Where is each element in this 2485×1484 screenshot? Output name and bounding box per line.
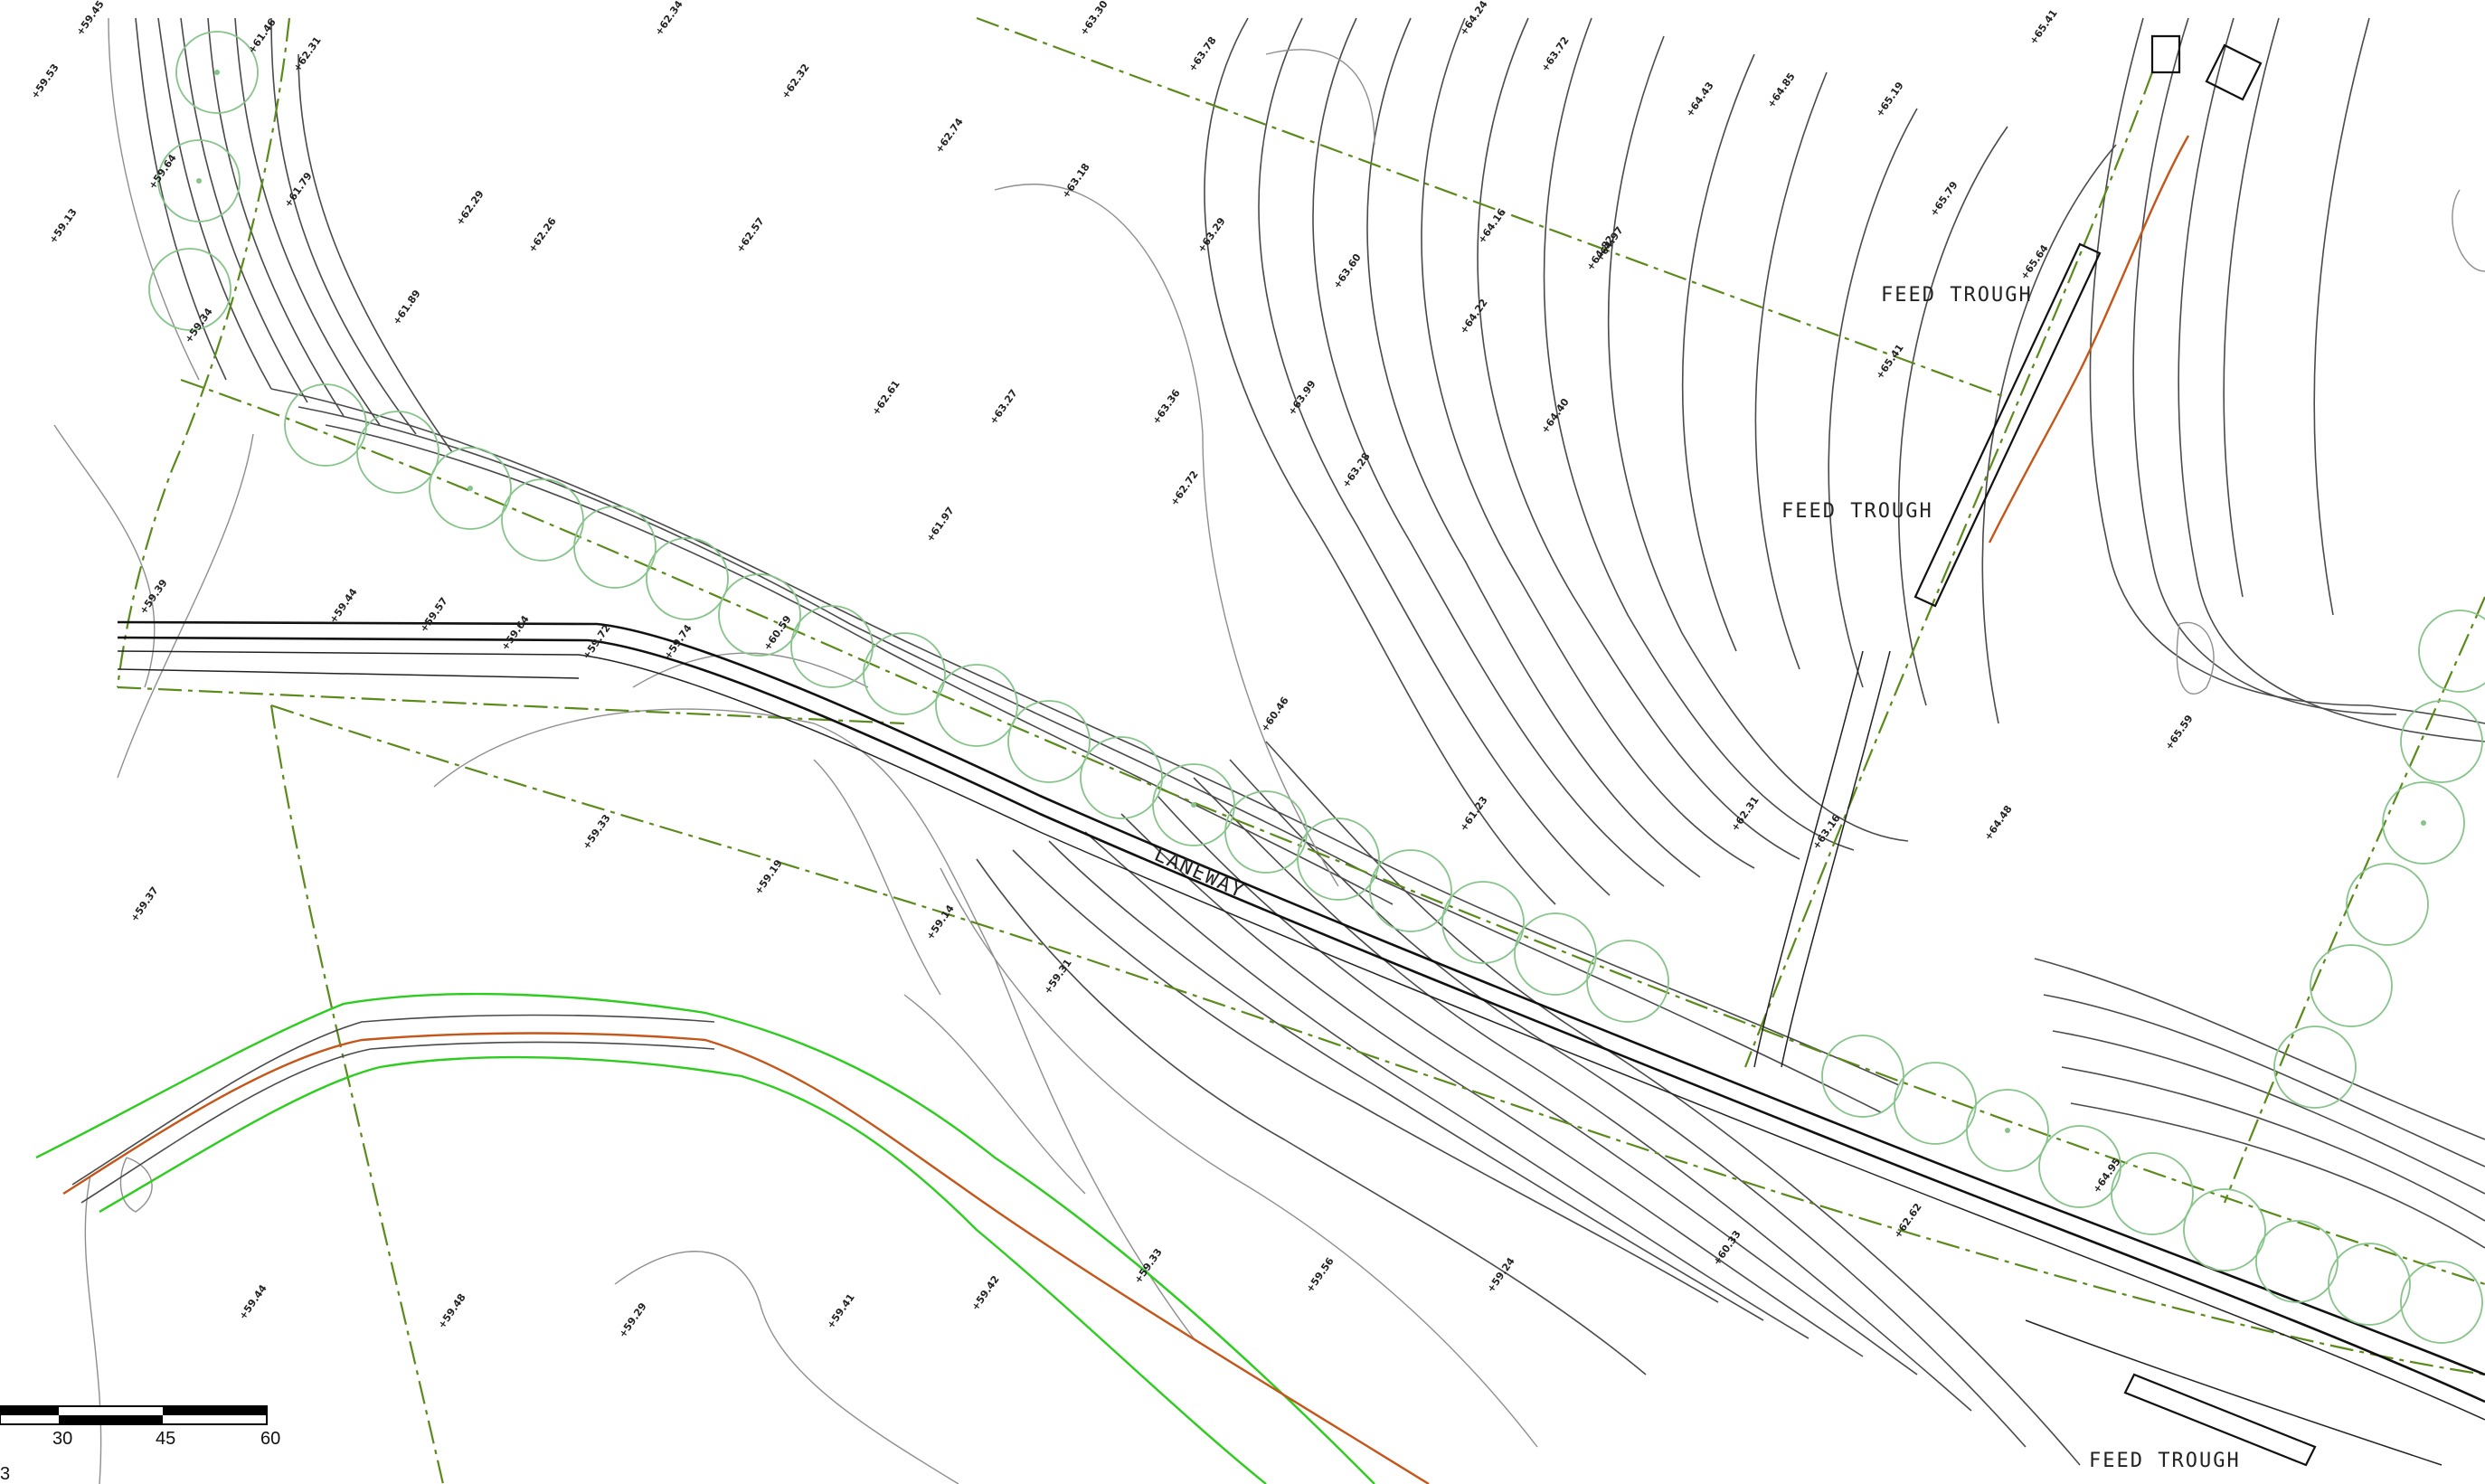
spot-height-label: +65.79 xyxy=(1928,179,1961,219)
spot-height-label: +59.31 xyxy=(1042,957,1074,997)
contour-lines-lower xyxy=(84,433,1195,1484)
scale-tick-45: 45 xyxy=(156,1429,175,1449)
spot-height-label: +62.34 xyxy=(653,0,685,38)
spot-height-label: +62.57 xyxy=(734,215,767,255)
contour-lines-right xyxy=(2034,17,2485,1249)
spot-height-label: +60.59 xyxy=(761,613,794,653)
spot-height-label: +64.85 xyxy=(1765,71,1798,110)
spot-height-label: +62.62 xyxy=(1892,1201,1924,1241)
spot-height-label: +62.32 xyxy=(780,61,812,101)
spot-height-label: +62.61 xyxy=(870,378,902,418)
spot-height-label: +59.41 xyxy=(825,1291,857,1331)
spot-height-label: +59.24 xyxy=(1485,1255,1517,1295)
scale-corner-label: 3 xyxy=(0,1464,10,1484)
property-boundary-lines xyxy=(116,16,2485,1484)
spot-height-layer: +59.45 +61.46 +62.31 +62.34 +63.30 +63.78 +64.… xyxy=(29,0,2196,1340)
feed-trough-label-1: FEED TROUGH xyxy=(1881,284,2033,307)
spot-height-label: +59.19 xyxy=(752,857,785,897)
spot-height-label: +65.19 xyxy=(1874,80,1906,119)
feed-trough-label-2: FEED TROUGH xyxy=(1781,500,1933,523)
spot-height-label: +60.46 xyxy=(1259,695,1291,734)
spot-height-label: +59.29 xyxy=(617,1300,649,1340)
spot-height-label: +60.33 xyxy=(1711,1228,1743,1268)
spot-height-label: +61.89 xyxy=(391,288,423,327)
spot-height-label: +59.13 xyxy=(47,206,80,246)
spot-height-label: +64.48 xyxy=(1982,803,2015,843)
spot-height-label: +59.44 xyxy=(237,1282,269,1322)
spot-height-label: +63.78 xyxy=(1186,34,1219,74)
spot-height-label: +59.74 xyxy=(662,622,694,662)
spot-height-label: +59.72 xyxy=(581,622,613,662)
spot-height-label: +62.72 xyxy=(1168,468,1201,508)
spot-height-label: +59.64 xyxy=(499,613,532,653)
spot-height-label: +59.37 xyxy=(128,884,161,924)
spot-height-label: +59.33 xyxy=(1132,1246,1165,1286)
laneway-road xyxy=(117,620,2485,1466)
spot-height-label: +63.72 xyxy=(1539,34,1572,74)
spot-height-label: +59.33 xyxy=(581,812,613,852)
spot-height-label: +59.44 xyxy=(327,586,360,626)
spot-height-label: +65.64 xyxy=(2018,242,2051,282)
spot-height-label: +63.28 xyxy=(1340,450,1373,490)
spot-height-label: +63.27 xyxy=(987,387,1020,427)
contour-lines-upper xyxy=(994,17,2117,905)
spot-height-label: +62.31 xyxy=(291,34,324,74)
spot-height-label: +61.23 xyxy=(1458,794,1490,834)
scale-bar: 30 45 60 3 xyxy=(0,1405,280,1484)
spot-height-label: +63.29 xyxy=(1195,215,1228,255)
tree-symbols xyxy=(148,31,2485,1344)
spot-height-label: +62.74 xyxy=(933,116,966,156)
spot-height-label: +64.43 xyxy=(1684,80,1716,119)
spot-height-label: +63.36 xyxy=(1150,387,1183,427)
spot-height-label: +65.41 xyxy=(2027,7,2060,47)
feed-trough-label-3: FEED TROUGH xyxy=(2089,1450,2241,1472)
spot-height-label: +59.14 xyxy=(924,903,957,942)
spot-height-label: +61.46 xyxy=(246,16,279,56)
spot-height-label: +64.22 xyxy=(1458,297,1490,336)
spot-height-label: +62.29 xyxy=(454,188,487,228)
spot-height-label: +59.45 xyxy=(74,0,107,38)
spot-height-label: +59.53 xyxy=(29,61,61,101)
spot-height-label: +59.56 xyxy=(1304,1255,1337,1295)
contour-lines-laneway xyxy=(270,388,2081,1466)
feed-trough-outlines xyxy=(1913,34,2317,1467)
spot-height-label: +63.60 xyxy=(1331,251,1364,291)
spot-height-label: +61.97 xyxy=(924,505,957,544)
spot-height-label: +61.79 xyxy=(282,170,315,210)
spot-height-label: +62.26 xyxy=(526,215,559,255)
spot-height-label: +64.16 xyxy=(1476,206,1508,246)
channel-lines xyxy=(35,135,2190,1484)
spot-height-label: +59.42 xyxy=(969,1273,1002,1313)
spot-height-label: +63.18 xyxy=(1060,161,1092,201)
scale-tick-30: 30 xyxy=(52,1429,72,1449)
spot-height-label: +59.48 xyxy=(436,1291,468,1331)
contour-lines-left xyxy=(53,17,453,688)
spot-height-label: +63.30 xyxy=(1078,0,1110,38)
spot-height-label: +64.95 xyxy=(2091,1156,2123,1196)
laneway-label: LANEWAY xyxy=(1151,844,1249,903)
spot-height-label: +59.57 xyxy=(418,595,450,635)
spot-height-label: +65.41 xyxy=(1874,342,1906,382)
spot-height-label: +65.59 xyxy=(2163,713,2196,752)
spot-height-label: +59.64 xyxy=(146,152,179,192)
scale-tick-60: 60 xyxy=(260,1429,280,1449)
spot-height-label: +64.24 xyxy=(1458,0,1490,38)
